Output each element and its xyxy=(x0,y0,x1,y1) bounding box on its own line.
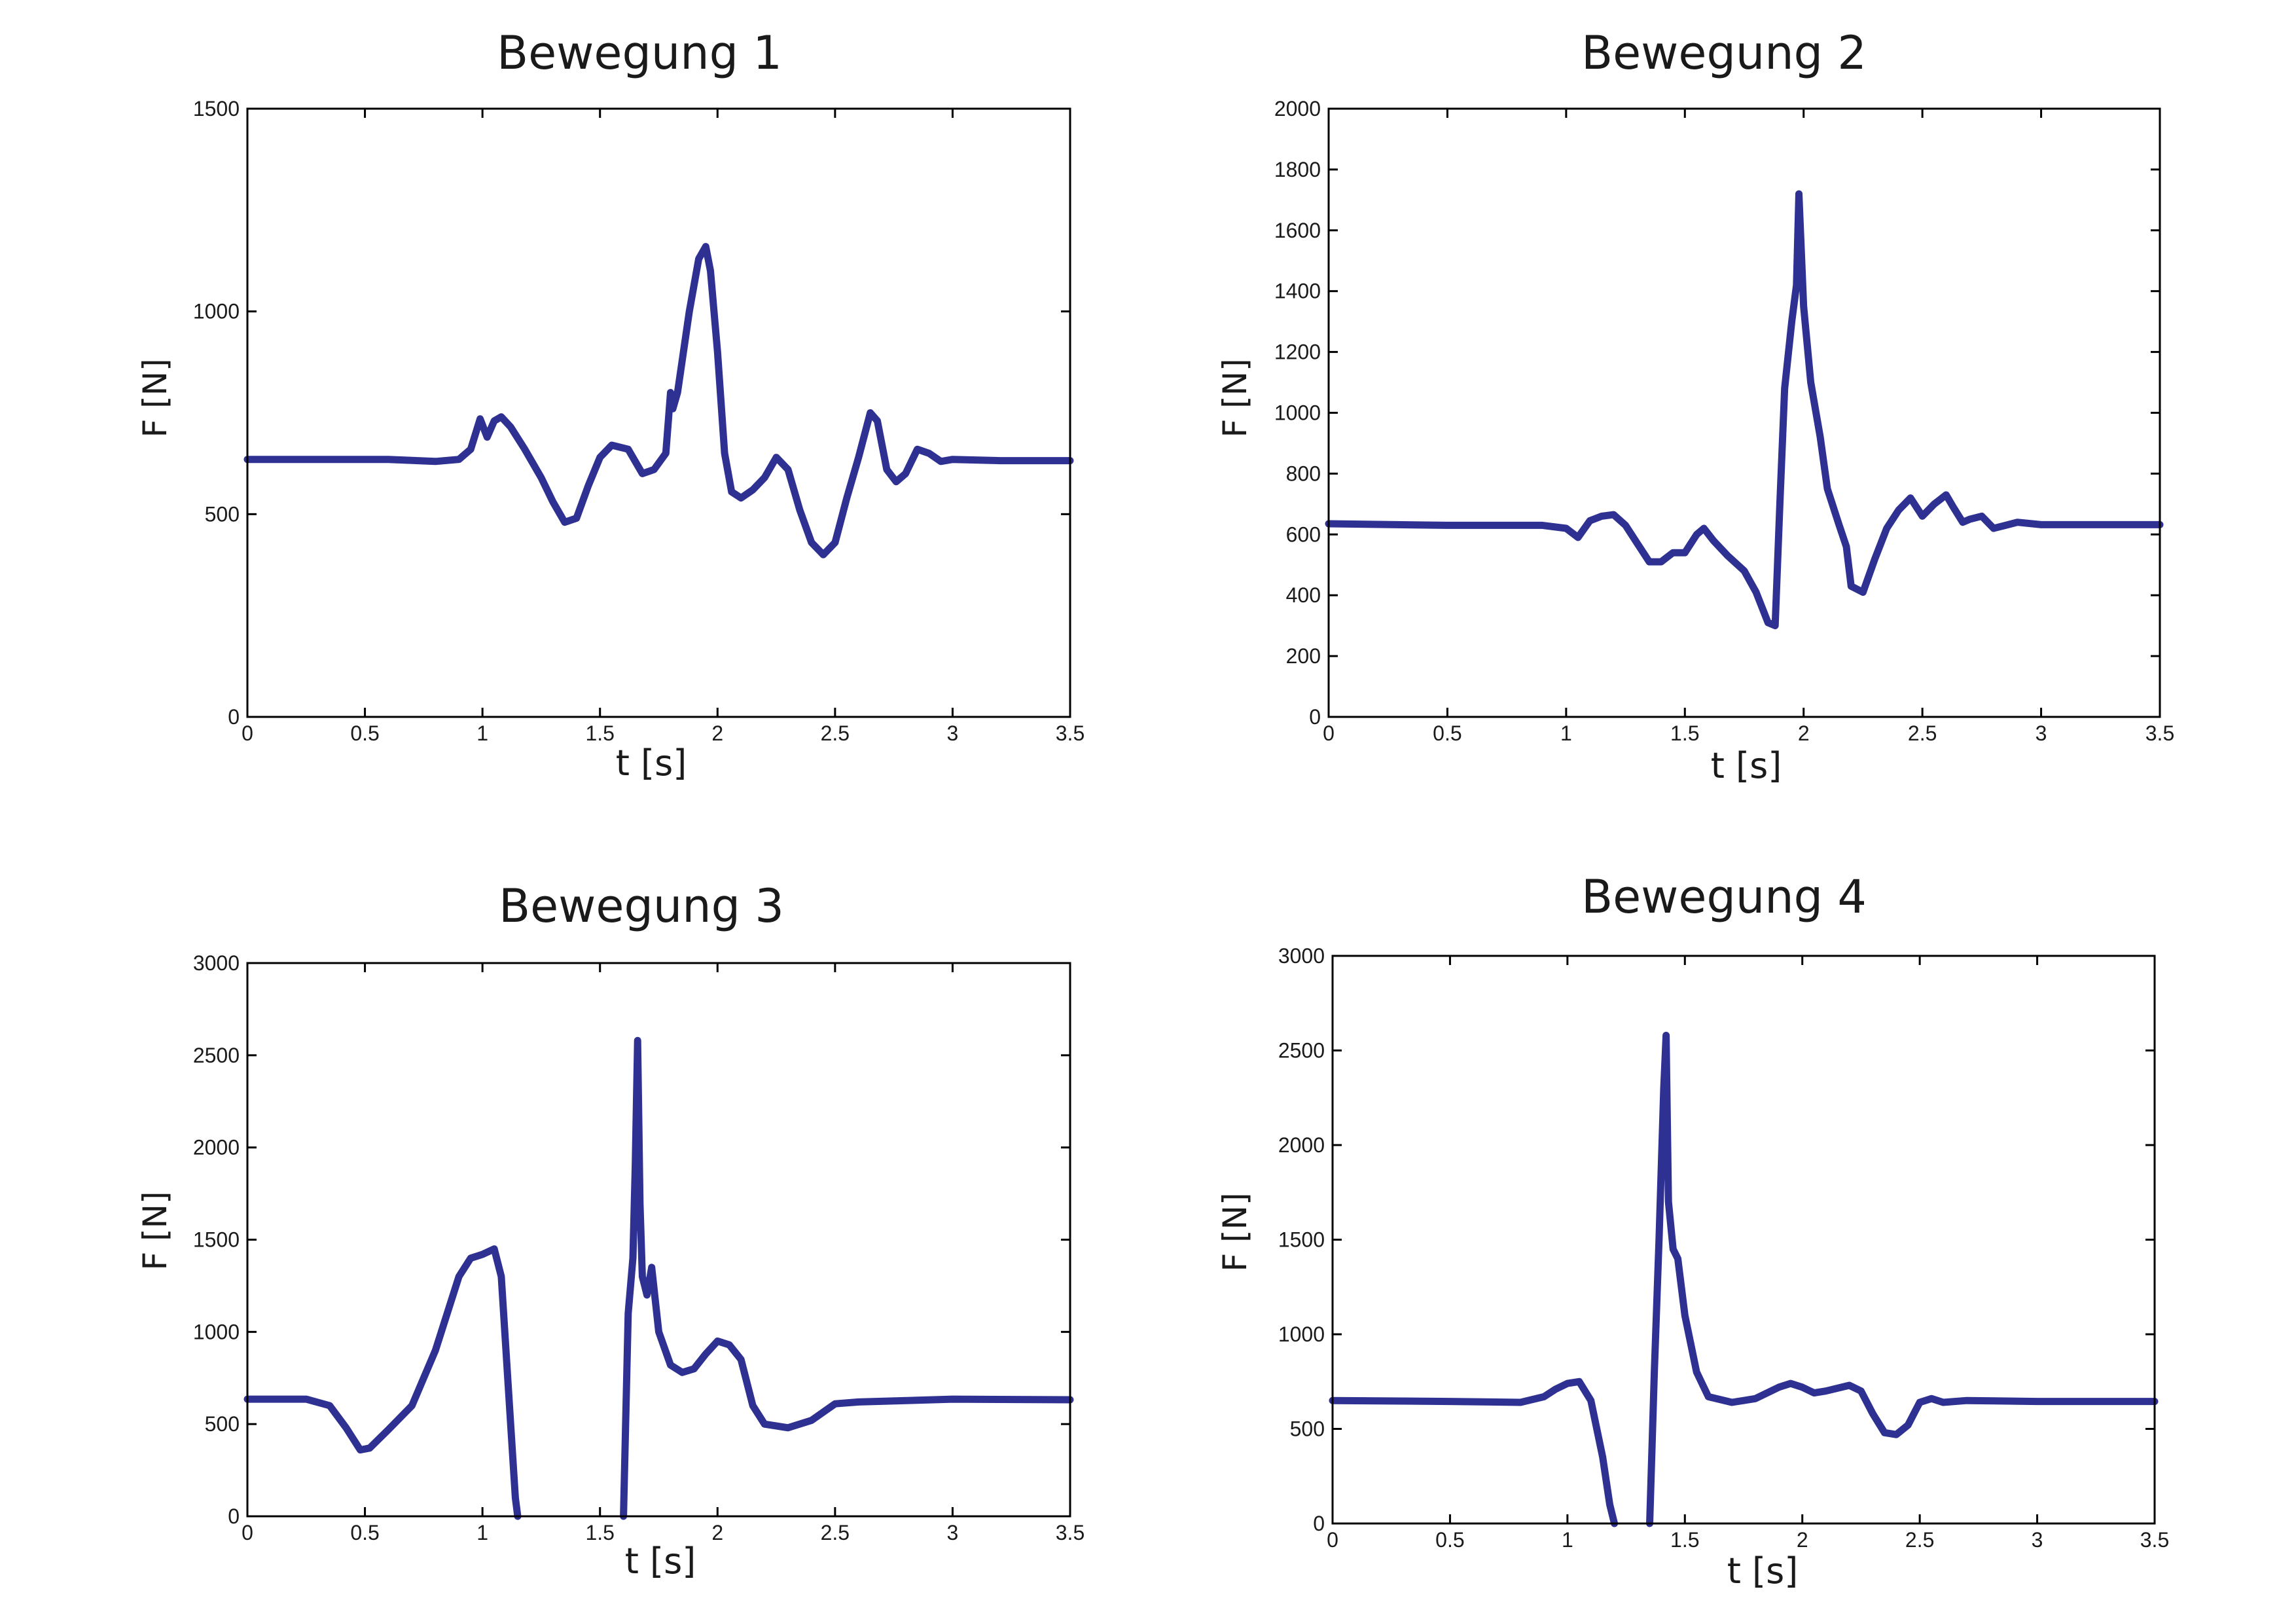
x-tick-label: 1.5 xyxy=(585,1521,614,1544)
axes-frame xyxy=(246,107,1071,718)
x-tick-label: 3.5 xyxy=(2145,721,2174,745)
chart-panel-bewegung-2: Bewegung 2 t [s] F [N] 0 0.5 1 1.5 2 2.5 3 3.50… xyxy=(1216,26,2174,786)
y-tick-label: 500 xyxy=(205,1412,240,1436)
x-tick-label: 2.5 xyxy=(821,1521,850,1544)
x-axis-label: t [s] xyxy=(1711,745,1782,786)
y-tick-label: 1000 xyxy=(193,300,240,323)
axis-ticks: 0 0.5 1 1.5 2 2.5 3 3.5 0 500 1000 1500 xyxy=(193,97,1085,745)
y-tick-label: 1500 xyxy=(193,97,240,120)
series-line-1 xyxy=(243,1245,522,1520)
x-axis-label: t [s] xyxy=(616,742,687,784)
x-tick-label: 2 xyxy=(1798,721,1810,745)
x-tick-label: 0.5 xyxy=(350,721,379,745)
y-tick-label: 1500 xyxy=(1278,1228,1325,1252)
axes-frame xyxy=(1331,955,2156,1525)
x-tick-label: 2 xyxy=(711,1521,723,1544)
y-tick-label: 1500 xyxy=(193,1228,240,1252)
series-line-1 xyxy=(1329,1377,1619,1527)
y-tick-label: 1400 xyxy=(1274,280,1321,303)
x-tick-label: 0.5 xyxy=(1435,1528,1464,1552)
y-axis-label: F [N] xyxy=(136,358,174,437)
y-tick-label: 400 xyxy=(1286,583,1321,607)
y-tick-label: 0 xyxy=(228,1504,240,1528)
plot-area xyxy=(1325,190,2164,630)
chart-title: Bewegung 1 xyxy=(497,26,782,80)
x-tick-label: 3.5 xyxy=(1056,1521,1085,1544)
series-line-2 xyxy=(620,1036,1074,1520)
y-tick-label: 0 xyxy=(1313,1512,1325,1535)
y-tick-label: 2000 xyxy=(1278,1133,1325,1157)
x-tick-label: 3 xyxy=(947,721,959,745)
x-tick-label: 0 xyxy=(242,721,253,745)
y-tick-label: 1200 xyxy=(1274,340,1321,364)
y-tick-label: 1000 xyxy=(1274,401,1321,425)
chart-title: Bewegung 4 xyxy=(1581,870,1867,924)
x-tick-label: 2.5 xyxy=(1908,721,1937,745)
y-tick-label: 2500 xyxy=(193,1044,240,1067)
chart-title: Bewegung 3 xyxy=(499,879,784,933)
axes-frame xyxy=(246,962,1071,1518)
plot-area xyxy=(1329,1031,2159,1527)
plot-area xyxy=(243,243,1074,558)
x-tick-label: 3 xyxy=(947,1521,959,1544)
y-tick-label: 500 xyxy=(205,502,240,526)
x-tick-label: 3 xyxy=(2032,1528,2043,1552)
x-tick-label: 1 xyxy=(476,1521,488,1544)
x-tick-label: 3.5 xyxy=(1056,721,1085,745)
x-tick-label: 1 xyxy=(1562,1528,1573,1552)
y-tick-label: 2000 xyxy=(193,1136,240,1159)
y-tick-label: 1600 xyxy=(1274,219,1321,242)
series-line-2 xyxy=(1646,1031,2159,1527)
x-tick-label: 1.5 xyxy=(1670,1528,1699,1552)
y-axis-label: F [N] xyxy=(1216,358,1254,437)
x-axis-label: t [s] xyxy=(625,1541,696,1582)
x-tick-label: 1.5 xyxy=(585,721,614,745)
x-axis-label: t [s] xyxy=(1727,1550,1799,1592)
y-tick-label: 0 xyxy=(1309,705,1321,729)
x-tick-label: 2.5 xyxy=(1905,1528,1934,1552)
x-tick-label: 0 xyxy=(1327,1528,1338,1552)
y-tick-label: 2500 xyxy=(1278,1039,1325,1063)
chart-title: Bewegung 2 xyxy=(1581,26,1867,80)
x-tick-label: 0 xyxy=(1323,721,1335,745)
x-tick-label: 2 xyxy=(711,721,723,745)
x-tick-label: 0.5 xyxy=(350,1521,379,1544)
y-axis-label: F [N] xyxy=(136,1191,174,1270)
series-line-1 xyxy=(243,243,1074,558)
x-tick-label: 3 xyxy=(2036,721,2047,745)
axis-ticks: 0 0.5 1 1.5 2 2.5 3 3.5 0 500 1000 1500 2000 2500 3000 xyxy=(1278,944,2169,1552)
axis-ticks: 0 0.5 1 1.5 2 2.5 3 3.5 0 200 400 600 800 1000 1200 140… xyxy=(1274,97,2174,745)
axes-frame xyxy=(1327,107,2161,718)
chart-panel-bewegung-3: Bewegung 3 t [s] F [N] 0 0.5 1 1.5 2 2.5 3 3.50… xyxy=(136,879,1085,1582)
x-tick-label: 1.5 xyxy=(1670,721,1699,745)
y-tick-label: 500 xyxy=(1290,1417,1325,1441)
y-tick-label: 2000 xyxy=(1274,97,1321,120)
x-tick-label: 0.5 xyxy=(1433,721,1462,745)
y-tick-label: 600 xyxy=(1286,522,1321,546)
y-tick-label: 0 xyxy=(228,705,240,729)
x-tick-label: 0 xyxy=(242,1521,253,1544)
x-tick-label: 2.5 xyxy=(821,721,850,745)
y-tick-label: 800 xyxy=(1286,462,1321,485)
y-tick-label: 200 xyxy=(1286,644,1321,668)
chart-panel-bewegung-4: Bewegung 4 t [s] F [N] 0 0.5 1 1.5 2 2.5 3 3.50… xyxy=(1216,870,2169,1592)
y-tick-label: 3000 xyxy=(1278,944,1325,968)
x-tick-label: 1 xyxy=(476,721,488,745)
y-tick-label: 1000 xyxy=(1278,1322,1325,1346)
x-tick-label: 3.5 xyxy=(2140,1528,2169,1552)
y-tick-label: 3000 xyxy=(193,951,240,975)
axis-ticks: 0 0.5 1 1.5 2 2.5 3 3.5 0 500 1000 1500 2000 2500 3000 xyxy=(193,951,1085,1544)
x-tick-label: 1 xyxy=(1560,721,1572,745)
series-line-1 xyxy=(1325,190,2164,630)
x-tick-label: 2 xyxy=(1797,1528,1808,1552)
y-tick-label: 1800 xyxy=(1274,158,1321,181)
y-tick-label: 1000 xyxy=(193,1320,240,1343)
y-axis-label: F [N] xyxy=(1216,1192,1254,1271)
plot-area xyxy=(243,1036,1074,1520)
chart-panel-bewegung-1: Bewegung 1 t [s] F [N] 0 0.5 1 1.5 2 2.5 3 3.50… xyxy=(136,26,1085,784)
